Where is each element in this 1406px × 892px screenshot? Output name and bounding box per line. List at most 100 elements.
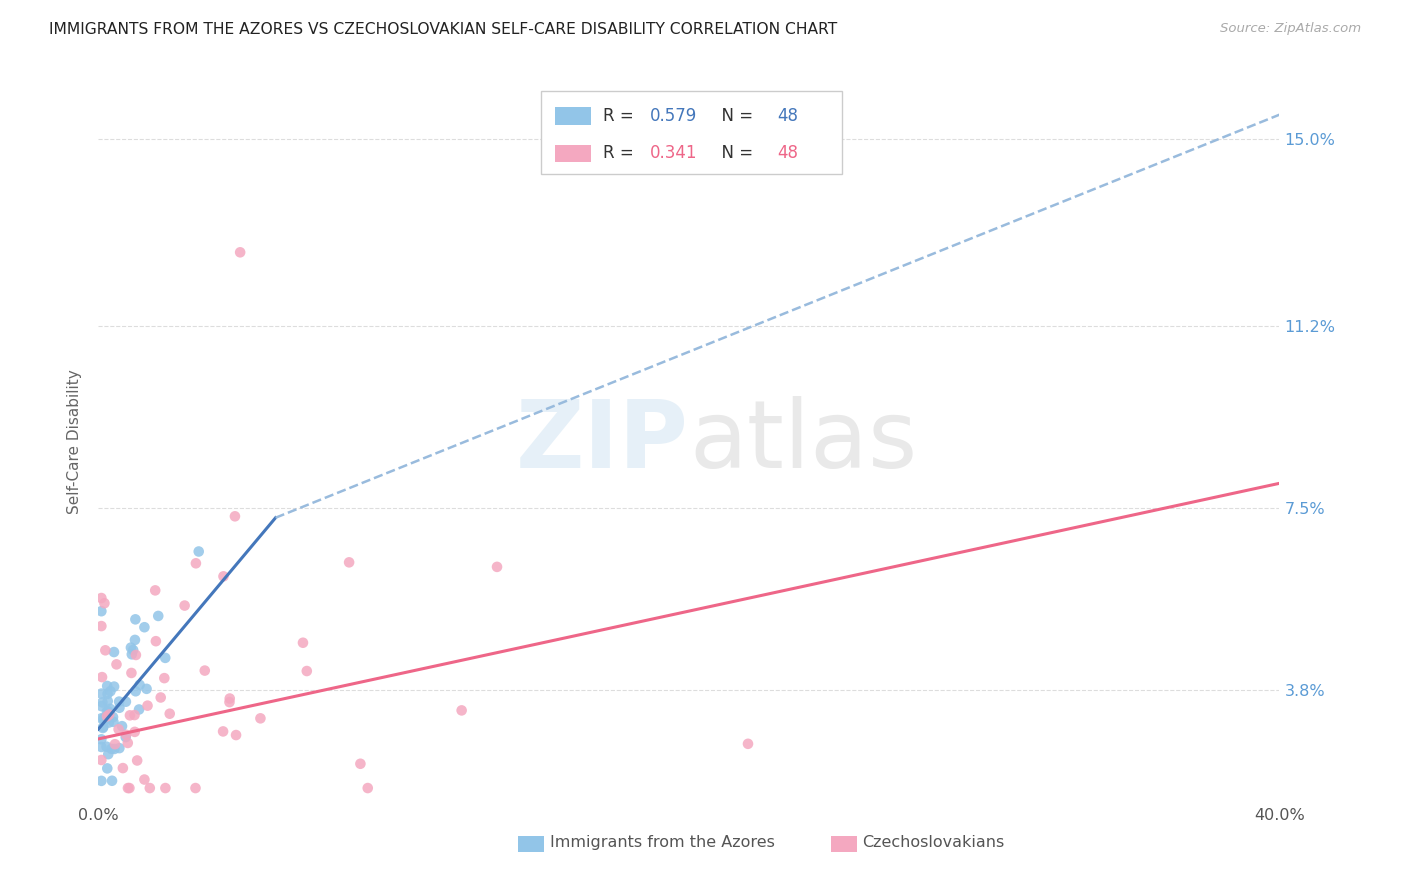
- Point: [127, 754, 149, 768]
- Point: [94, 643, 117, 657]
- Text: IMMIGRANTS FROM THE AZORES VS CZECHOSLOVAKIAN SELF-CARE DISABILITY CORRELATION C: IMMIGRANTS FROM THE AZORES VS CZECHOSLOV…: [49, 22, 838, 37]
- Point: [103, 714, 125, 729]
- Point: [122, 643, 145, 657]
- Point: [108, 741, 131, 756]
- Point: [218, 691, 240, 706]
- Text: 48: 48: [778, 107, 799, 125]
- Point: [249, 711, 271, 725]
- Point: [118, 708, 141, 723]
- Point: [124, 708, 146, 723]
- Point: [187, 544, 209, 558]
- Point: [139, 780, 162, 795]
- Point: [90, 591, 112, 605]
- Point: [134, 772, 156, 787]
- Point: [90, 732, 112, 747]
- Point: [104, 737, 127, 751]
- Point: [91, 721, 114, 735]
- Point: [124, 632, 146, 647]
- Point: [145, 634, 167, 648]
- Point: [295, 664, 318, 678]
- Point: [97, 687, 120, 701]
- Point: [194, 664, 217, 678]
- Point: [101, 710, 124, 724]
- Point: [124, 684, 146, 698]
- Point: [136, 698, 159, 713]
- Point: [111, 761, 134, 775]
- Text: Source: ZipAtlas.com: Source: ZipAtlas.com: [1220, 22, 1361, 36]
- Point: [114, 730, 136, 744]
- Point: [184, 780, 207, 795]
- Point: [101, 773, 124, 788]
- Point: [91, 670, 114, 684]
- Bar: [831, 836, 856, 852]
- Point: [124, 612, 146, 626]
- Point: [90, 753, 112, 767]
- Text: ZIP: ZIP: [516, 395, 689, 488]
- Point: [337, 555, 360, 569]
- Text: N =: N =: [711, 107, 759, 125]
- Point: [224, 509, 246, 524]
- Point: [103, 742, 125, 756]
- Point: [218, 695, 240, 709]
- Text: R =: R =: [603, 145, 638, 162]
- Bar: [555, 145, 591, 162]
- Point: [100, 742, 122, 756]
- Point: [149, 690, 172, 705]
- Text: Czechoslovakians: Czechoslovakians: [862, 835, 1005, 850]
- Point: [155, 651, 177, 665]
- Point: [120, 640, 142, 655]
- Y-axis label: Self-Care Disability: Self-Care Disability: [67, 369, 83, 514]
- Point: [128, 678, 150, 692]
- Point: [103, 680, 125, 694]
- Point: [115, 728, 138, 742]
- Point: [737, 737, 759, 751]
- Point: [98, 707, 121, 722]
- Point: [93, 596, 115, 610]
- Point: [96, 761, 118, 775]
- Point: [97, 704, 120, 718]
- Point: [90, 619, 112, 633]
- Bar: [517, 836, 544, 852]
- Point: [121, 648, 143, 662]
- Point: [128, 702, 150, 716]
- Text: N =: N =: [711, 145, 759, 162]
- Point: [90, 604, 112, 618]
- Point: [93, 712, 115, 726]
- Point: [173, 599, 195, 613]
- Point: [96, 739, 118, 754]
- Text: atlas: atlas: [689, 395, 917, 488]
- Text: Immigrants from the Azores: Immigrants from the Azores: [550, 835, 775, 850]
- Point: [103, 645, 125, 659]
- Point: [91, 720, 114, 734]
- Point: [159, 706, 181, 721]
- Point: [111, 719, 134, 733]
- Point: [648, 142, 671, 156]
- Point: [108, 700, 131, 714]
- Point: [124, 724, 146, 739]
- Point: [96, 679, 118, 693]
- Point: [107, 723, 129, 737]
- Point: [135, 681, 157, 696]
- Point: [117, 736, 139, 750]
- Text: R =: R =: [603, 107, 638, 125]
- Point: [153, 671, 176, 685]
- Point: [349, 756, 371, 771]
- Point: [212, 569, 235, 583]
- Point: [96, 709, 118, 723]
- Point: [90, 699, 112, 714]
- Point: [105, 657, 128, 672]
- Point: [120, 665, 142, 680]
- Point: [118, 780, 141, 795]
- Point: [97, 747, 120, 761]
- Text: 0.579: 0.579: [650, 107, 697, 125]
- Point: [291, 636, 314, 650]
- Point: [134, 620, 156, 634]
- Point: [97, 694, 120, 708]
- Point: [229, 245, 252, 260]
- Point: [90, 739, 112, 754]
- Point: [148, 609, 170, 624]
- Point: [212, 724, 235, 739]
- Point: [90, 773, 112, 788]
- Point: [450, 703, 472, 717]
- Point: [91, 695, 114, 709]
